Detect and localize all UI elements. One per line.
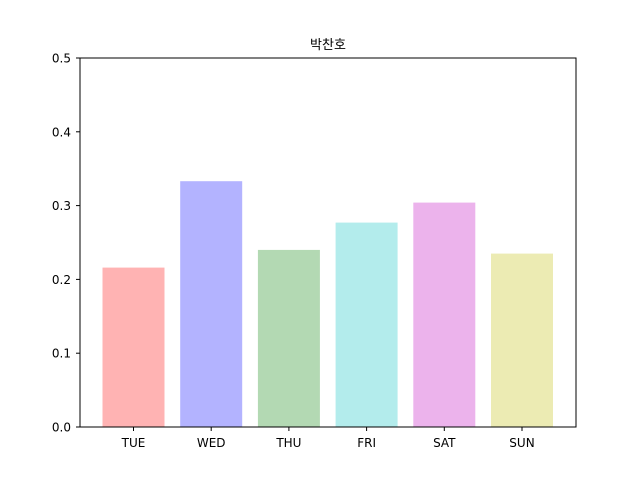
y-tick-label-2: 0.2 [52, 273, 71, 287]
bar-fri [335, 222, 398, 427]
x-tick-label-sun: SUN [509, 436, 534, 450]
bar-sun [491, 253, 553, 427]
bars-group [102, 181, 553, 427]
x-tick-label-wed: WED [197, 436, 226, 450]
x-tick-label-thu: THU [275, 436, 301, 450]
chart-title: 박찬호 [310, 38, 346, 53]
bar-wed [180, 181, 243, 427]
y-tick-label-3: 0.3 [52, 199, 71, 213]
y-tick-label-1: 0.1 [52, 347, 71, 361]
y-tick-label-4: 0.4 [52, 125, 71, 139]
x-tick-label-sat: SAT [433, 436, 456, 450]
y-tick-label-0: 0.0 [52, 421, 71, 435]
x-axis: TUE WED THU FRI SAT SUN [121, 427, 535, 450]
x-tick-label-fri: FRI [357, 436, 376, 450]
x-tick-label-tue: TUE [121, 436, 146, 450]
bar-sat [413, 202, 476, 427]
plot-frame [79, 57, 577, 428]
bar-thu [257, 249, 320, 427]
y-axis: 0.0 0.1 0.2 0.3 0.4 0.5 [52, 52, 80, 435]
bar-tue [102, 267, 165, 427]
y-tick-label-5: 0.5 [52, 52, 71, 66]
